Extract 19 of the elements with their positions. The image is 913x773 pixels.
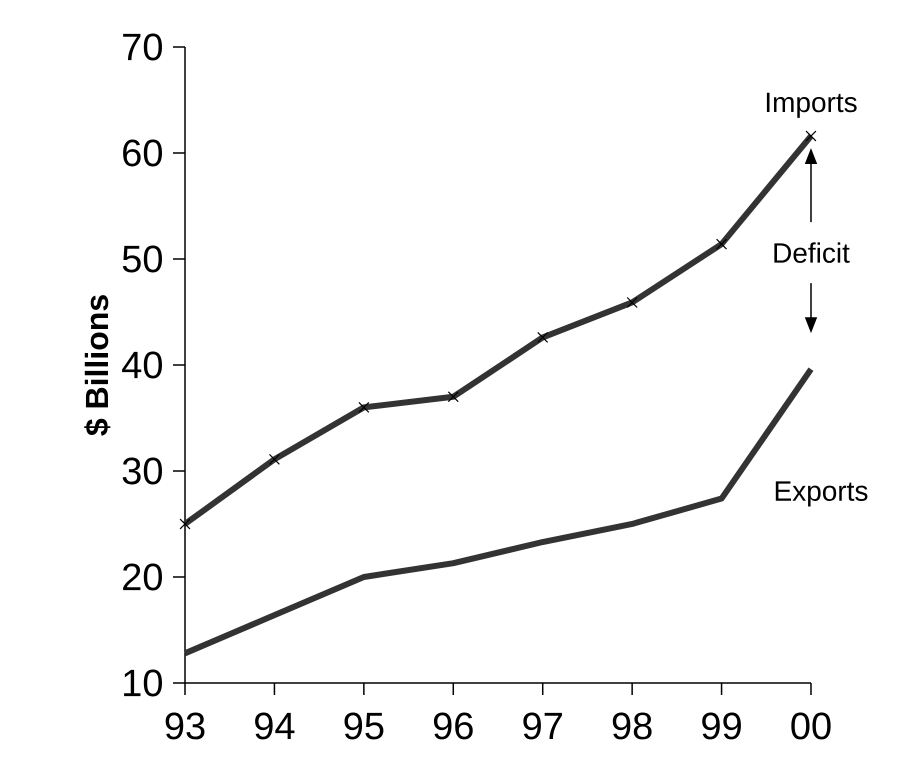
x-tick-label: 93 xyxy=(166,712,204,740)
y-tick-label: 70 xyxy=(123,34,162,60)
y-tick-label: 40 xyxy=(122,352,162,378)
y-tick-label: 60 xyxy=(123,140,162,166)
annotation: Deficit xyxy=(774,242,850,263)
x-tick-label: 95 xyxy=(344,712,384,740)
x-tick-label: 98 xyxy=(612,712,652,740)
series-label: Imports xyxy=(766,92,857,118)
series-label: Exports xyxy=(776,481,868,506)
x-tick-label: 00 xyxy=(791,712,831,740)
y-axis-title: $ Billions xyxy=(84,295,110,436)
y-tick-label: 30 xyxy=(122,458,162,484)
y-tick-label: 50 xyxy=(122,246,162,272)
x-tick-label: 96 xyxy=(434,712,473,740)
x-tick-label: 94 xyxy=(255,712,294,740)
x-tick-label: 97 xyxy=(523,712,562,740)
y-tick-label: 10 xyxy=(124,670,162,696)
x-tick-label: 99 xyxy=(702,712,741,740)
y-tick-label: 20 xyxy=(123,564,162,590)
